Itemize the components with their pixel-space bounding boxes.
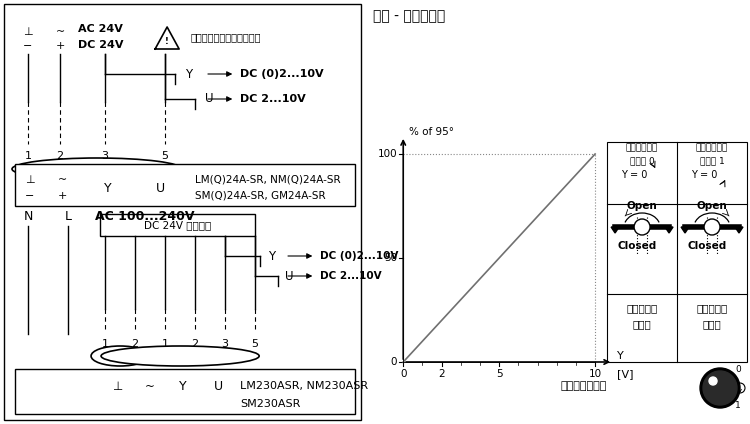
Text: 1: 1 xyxy=(161,339,169,349)
Text: ~: ~ xyxy=(56,27,64,37)
Ellipse shape xyxy=(91,346,149,366)
Text: !: ! xyxy=(165,37,169,47)
Text: SM(Q)24A-SR, GM24A-SR: SM(Q)24A-SR, GM24A-SR xyxy=(195,191,326,201)
Ellipse shape xyxy=(12,158,182,180)
Text: Y: Y xyxy=(179,379,187,393)
Text: 2: 2 xyxy=(438,369,445,379)
Text: 5: 5 xyxy=(252,339,259,349)
Text: U: U xyxy=(206,92,214,106)
Text: SM230ASR: SM230ASR xyxy=(240,399,301,409)
Text: [V]: [V] xyxy=(617,369,634,379)
Text: 旋转方向选择: 旋转方向选择 xyxy=(626,143,658,153)
Text: Y = 0: Y = 0 xyxy=(621,170,647,180)
Circle shape xyxy=(703,371,737,405)
Text: Y = 0: Y = 0 xyxy=(691,170,717,180)
Text: ~: ~ xyxy=(58,175,67,185)
Text: 0: 0 xyxy=(391,357,398,367)
Bar xyxy=(607,142,747,362)
Text: U: U xyxy=(214,379,223,393)
Text: 1: 1 xyxy=(25,151,32,161)
Text: +: + xyxy=(56,41,64,51)
Circle shape xyxy=(709,377,717,385)
Text: 钮状态 0: 钮状态 0 xyxy=(630,156,655,165)
Text: ⊥: ⊥ xyxy=(26,175,35,185)
Polygon shape xyxy=(611,227,619,233)
Text: −: − xyxy=(26,191,34,201)
Text: 通过安全隔离的变压器连接: 通过安全隔离的变压器连接 xyxy=(190,32,261,42)
Text: % of 95°: % of 95° xyxy=(410,127,454,137)
Text: 5: 5 xyxy=(496,369,502,379)
Text: DC 2...10V: DC 2...10V xyxy=(320,271,382,281)
Text: L: L xyxy=(64,210,71,223)
Text: Open: Open xyxy=(697,201,728,211)
Bar xyxy=(15,164,355,206)
Text: 1: 1 xyxy=(101,339,109,349)
Circle shape xyxy=(700,368,740,408)
Text: Closed: Closed xyxy=(617,241,656,251)
Text: Y: Y xyxy=(617,351,624,361)
Text: 0: 0 xyxy=(735,365,741,374)
Text: 3: 3 xyxy=(222,339,229,349)
Text: Closed: Closed xyxy=(687,241,726,251)
Text: 型风门: 型风门 xyxy=(703,319,721,329)
Text: LM(Q)24A-SR, NM(Q)24A-SR: LM(Q)24A-SR, NM(Q)24A-SR xyxy=(195,175,340,185)
Text: ⊥: ⊥ xyxy=(23,27,33,37)
Text: ~: ~ xyxy=(146,379,155,393)
Text: 钮状态 1: 钮状态 1 xyxy=(700,156,724,165)
Text: Y: Y xyxy=(185,67,192,81)
Text: 100: 100 xyxy=(377,149,398,159)
Bar xyxy=(100,214,255,236)
Text: 2: 2 xyxy=(131,339,139,349)
Polygon shape xyxy=(665,227,673,233)
Polygon shape xyxy=(155,27,179,49)
Text: U: U xyxy=(285,270,294,282)
Text: 型风门: 型风门 xyxy=(633,319,652,329)
Text: U: U xyxy=(155,181,165,195)
Text: N: N xyxy=(23,210,33,223)
Text: ⊥: ⊥ xyxy=(113,379,123,393)
Bar xyxy=(15,369,355,414)
Text: Open: Open xyxy=(627,201,658,211)
Text: 旋转方向选择: 旋转方向选择 xyxy=(696,143,728,153)
Text: 2: 2 xyxy=(56,151,64,161)
Text: 50: 50 xyxy=(384,253,398,263)
Text: 顺时针关闭: 顺时针关闭 xyxy=(697,303,728,313)
Text: 转角 - 电压信号图: 转角 - 电压信号图 xyxy=(374,9,446,23)
Text: 1: 1 xyxy=(735,402,741,410)
Text: AC 100...240V: AC 100...240V xyxy=(95,210,194,223)
Text: Y: Y xyxy=(104,181,112,195)
Text: −: − xyxy=(23,41,33,51)
Text: LM230ASR, NM230ASR: LM230ASR, NM230ASR xyxy=(240,381,368,391)
Text: 5: 5 xyxy=(161,151,169,161)
Polygon shape xyxy=(735,227,743,233)
Text: Y: Y xyxy=(268,249,275,262)
Text: 逆时针关闭: 逆时针关闭 xyxy=(626,303,658,313)
Text: 旋转方向选择钮: 旋转方向选择钮 xyxy=(560,381,607,391)
Text: 3: 3 xyxy=(101,151,109,161)
Text: DC 2...10V: DC 2...10V xyxy=(240,94,306,104)
Text: 0: 0 xyxy=(400,369,406,379)
Text: DC (0)2...10V: DC (0)2...10V xyxy=(320,251,398,261)
Text: 2: 2 xyxy=(191,339,199,349)
Text: DC 24V: DC 24V xyxy=(78,40,124,50)
Text: 10: 10 xyxy=(589,369,602,379)
Circle shape xyxy=(704,219,720,235)
Text: +: + xyxy=(57,191,67,201)
Circle shape xyxy=(634,219,650,235)
Text: AC 24V: AC 24V xyxy=(78,24,123,34)
Text: DC (0)2...10V: DC (0)2...10V xyxy=(240,69,324,79)
Polygon shape xyxy=(681,227,689,233)
Text: DC 24V 电源输出: DC 24V 电源输出 xyxy=(145,220,211,230)
Ellipse shape xyxy=(101,346,260,366)
